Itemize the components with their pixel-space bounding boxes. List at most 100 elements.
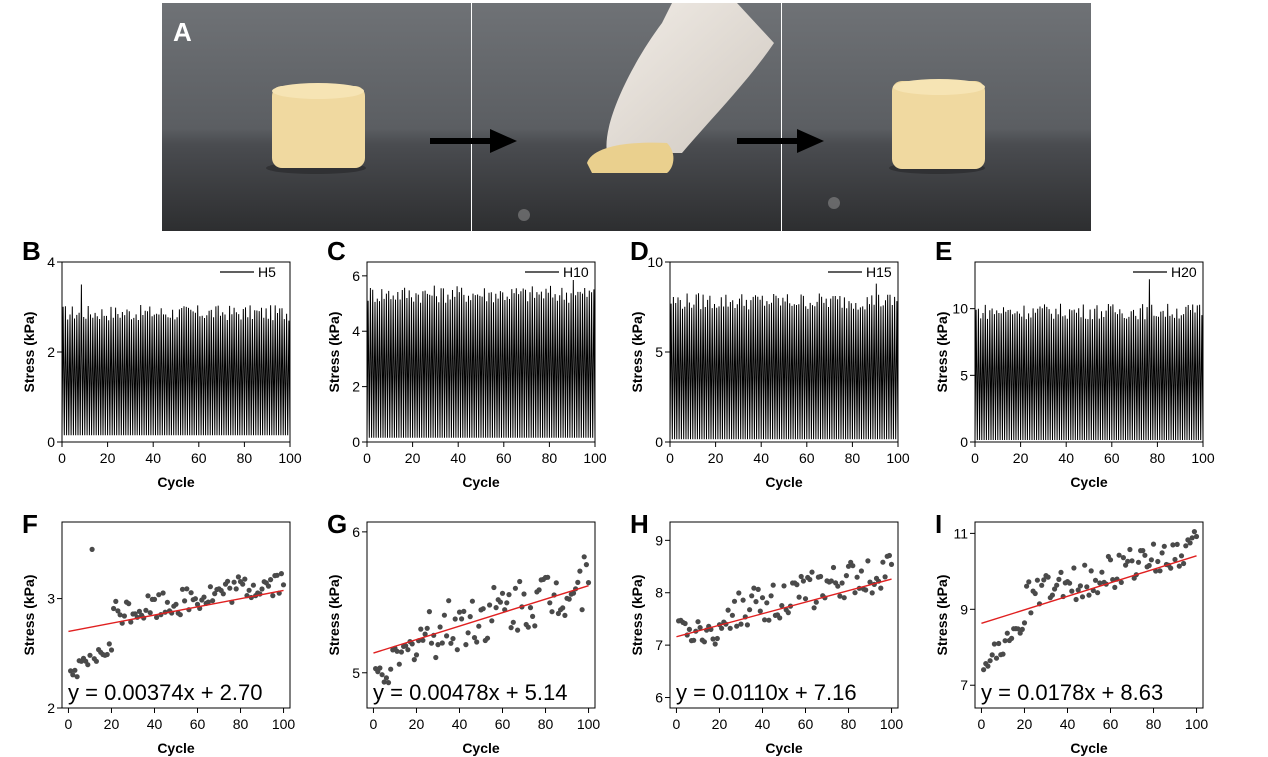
y-tick-label: 5 bbox=[960, 367, 968, 383]
panel-label-a: A bbox=[173, 17, 192, 47]
data-point bbox=[383, 675, 389, 681]
data-point bbox=[93, 658, 99, 664]
data-point bbox=[532, 623, 538, 629]
chart-data-g bbox=[373, 554, 592, 686]
data-point bbox=[510, 619, 516, 625]
data-point bbox=[686, 626, 693, 633]
data-point bbox=[802, 596, 809, 602]
fit-line bbox=[68, 589, 284, 633]
data-point bbox=[989, 652, 995, 658]
data-point bbox=[865, 558, 871, 564]
y-tick-label: 10 bbox=[952, 301, 968, 317]
data-point bbox=[869, 590, 875, 596]
data-point bbox=[128, 619, 134, 625]
photo-strip: A bbox=[162, 3, 1091, 231]
data-point bbox=[117, 612, 123, 618]
data-point bbox=[227, 585, 233, 591]
data-point bbox=[145, 593, 151, 599]
data-point bbox=[1054, 582, 1060, 588]
series-line-h10 bbox=[366, 279, 596, 438]
fit-equation: y = 0.0110x + 7.16 bbox=[676, 680, 857, 705]
data-point bbox=[796, 594, 802, 600]
data-point bbox=[476, 623, 482, 629]
plot-frame bbox=[974, 261, 1204, 443]
y-tick-label: 3 bbox=[47, 591, 55, 607]
data-point bbox=[800, 578, 807, 584]
y-axis-title: Stress (kPa) bbox=[21, 312, 37, 393]
x-tick-label: 20 bbox=[104, 716, 120, 732]
data-point bbox=[1168, 565, 1174, 571]
data-point bbox=[1187, 540, 1193, 546]
data-point bbox=[441, 612, 447, 618]
photo-frame-1 bbox=[162, 3, 471, 231]
data-point bbox=[433, 654, 439, 661]
data-point bbox=[1079, 594, 1086, 600]
chart-data-d bbox=[669, 283, 899, 440]
data-point bbox=[274, 572, 280, 578]
data-point bbox=[755, 586, 761, 593]
data-point bbox=[212, 591, 218, 597]
data-point bbox=[809, 569, 815, 575]
x-tick-label: 20 bbox=[1017, 716, 1033, 732]
x-tick-label: 0 bbox=[978, 716, 986, 732]
data-point bbox=[437, 624, 443, 630]
data-point bbox=[585, 580, 592, 586]
y-tick-label: 4 bbox=[47, 254, 55, 270]
data-point bbox=[265, 583, 272, 589]
data-point bbox=[1024, 583, 1030, 589]
data-point bbox=[710, 636, 716, 642]
data-point bbox=[1004, 630, 1010, 636]
fit-equation: y = 0.0178x + 8.63 bbox=[981, 680, 1163, 705]
data-point bbox=[981, 667, 987, 673]
fit-equation: y = 0.00478x + 5.14 bbox=[373, 680, 568, 705]
data-point bbox=[1058, 569, 1064, 576]
data-point bbox=[712, 641, 718, 647]
x-tick-label: 0 bbox=[971, 450, 979, 466]
data-point bbox=[521, 591, 527, 597]
x-tick-label: 40 bbox=[1060, 716, 1076, 732]
data-point bbox=[1015, 626, 1021, 632]
x-tick-label: 60 bbox=[1104, 450, 1120, 466]
chart-panel-c: C H10 0 20 40 60 80 100 0 2 4 6 Cycle Stress (kPa) bbox=[326, 236, 607, 490]
data-point bbox=[727, 625, 733, 631]
x-tick-label: 100 bbox=[1191, 450, 1215, 466]
chart-data-e bbox=[974, 279, 1204, 441]
data-point bbox=[880, 559, 886, 565]
x-axis-title: Cycle bbox=[765, 740, 803, 756]
data-point bbox=[201, 594, 207, 600]
panel-label-e: E bbox=[935, 236, 952, 266]
data-point bbox=[469, 598, 475, 604]
panel-label-d: D bbox=[630, 236, 649, 266]
data-point bbox=[268, 577, 274, 583]
data-point bbox=[515, 627, 521, 633]
data-point bbox=[729, 612, 736, 618]
data-point bbox=[1191, 529, 1197, 535]
data-point bbox=[577, 568, 583, 574]
data-point bbox=[835, 583, 841, 589]
data-point bbox=[280, 582, 287, 588]
data-point bbox=[143, 607, 149, 613]
data-point bbox=[545, 574, 551, 580]
panel-label-c: C bbox=[327, 236, 346, 266]
data-point bbox=[1092, 577, 1099, 583]
data-point bbox=[553, 580, 559, 586]
data-point bbox=[530, 613, 536, 620]
data-point bbox=[768, 593, 774, 599]
data-point bbox=[154, 614, 160, 621]
data-point bbox=[830, 564, 837, 571]
data-point bbox=[1039, 582, 1045, 588]
data-point bbox=[422, 631, 428, 637]
x-tick-label: 80 bbox=[542, 450, 558, 466]
data-point bbox=[240, 581, 246, 587]
data-point bbox=[156, 592, 162, 598]
data-point bbox=[246, 587, 252, 593]
y-tick-label: 2 bbox=[352, 379, 360, 395]
x-axis-title: Cycle bbox=[765, 474, 803, 490]
x-tick-label: 80 bbox=[538, 716, 554, 732]
data-point bbox=[1123, 562, 1129, 568]
x-tick-label: 80 bbox=[233, 716, 249, 732]
data-point bbox=[517, 578, 523, 585]
data-point bbox=[106, 641, 112, 647]
data-point bbox=[385, 680, 392, 686]
data-point bbox=[555, 610, 562, 617]
